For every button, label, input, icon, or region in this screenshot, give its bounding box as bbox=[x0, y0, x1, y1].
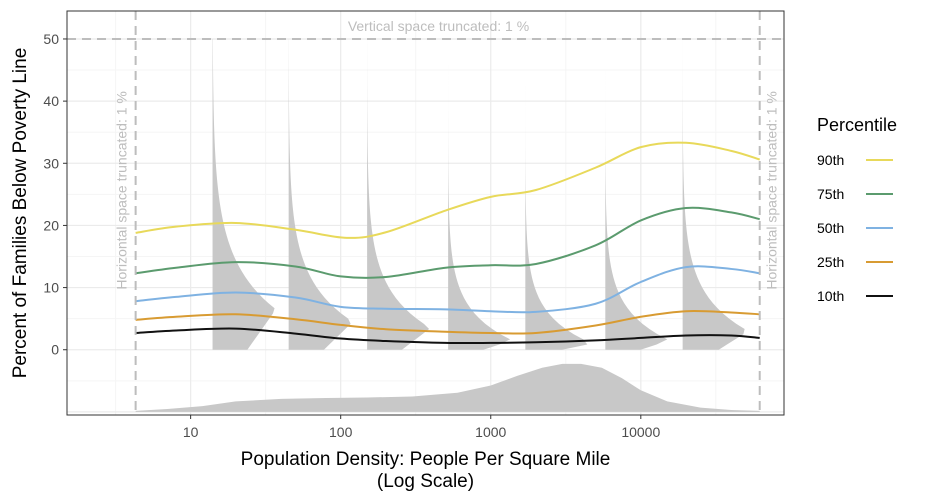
left-horizontal-truncation-note: Horizontal space truncated: 1 % bbox=[114, 91, 130, 289]
vertical-truncation-note: Vertical space truncated: 1 % bbox=[348, 18, 529, 34]
legend-label-90th: 90th bbox=[817, 152, 844, 168]
y-tick-label: 50 bbox=[43, 31, 59, 47]
series-line-25th bbox=[135, 310, 760, 335]
right-horizontal-truncation-note: Horizontal space truncated: 1 % bbox=[764, 91, 780, 289]
legend-label-10th: 10th bbox=[817, 288, 844, 304]
x-axis-title-line2: (Log Scale) bbox=[377, 471, 474, 492]
legend-label-75th: 75th bbox=[817, 186, 844, 202]
marginal-density bbox=[135, 363, 760, 412]
legend: 90th 75th 50th 25th 10th bbox=[817, 152, 893, 304]
x-tick-label: 1000 bbox=[475, 424, 506, 440]
x-tick-label: 100 bbox=[329, 424, 353, 440]
conditional-density-6 bbox=[605, 38, 668, 350]
x-tick-label: 10000 bbox=[621, 424, 660, 440]
conditional-density-2 bbox=[288, 38, 351, 350]
y-tick-label: 10 bbox=[43, 280, 59, 296]
y-tick-label: 30 bbox=[43, 155, 59, 171]
series-line-75th bbox=[135, 206, 760, 279]
series-line-90th bbox=[135, 141, 761, 239]
y-tick-label: 0 bbox=[51, 342, 59, 358]
tick-layer: 10 100 1000 10000 0 10 20 30 40 50 bbox=[43, 31, 660, 440]
legend-title: Percentile bbox=[817, 115, 897, 135]
x-axis-title: Population Density: People Per Square Mi… bbox=[241, 449, 611, 470]
y-axis-title: Percent of Families Below Poverty Line bbox=[10, 48, 31, 379]
x-tick-label: 10 bbox=[183, 424, 199, 440]
panel-border bbox=[66, 10, 785, 416]
series-line-50th bbox=[135, 265, 760, 314]
y-tick-label: 40 bbox=[43, 93, 59, 109]
conditional-density-7 bbox=[682, 38, 745, 350]
legend-label-25th: 25th bbox=[817, 254, 844, 270]
series-line-10th bbox=[135, 327, 760, 345]
conditional-density-4 bbox=[448, 38, 511, 350]
grid-layer bbox=[67, 11, 784, 415]
density-layer bbox=[135, 38, 760, 412]
conditional-density-3 bbox=[367, 38, 430, 350]
y-tick-label: 20 bbox=[43, 217, 59, 233]
conditional-density-5 bbox=[525, 38, 588, 350]
line-layer bbox=[135, 141, 761, 345]
legend-label-50th: 50th bbox=[817, 220, 844, 236]
conditional-density-1 bbox=[212, 38, 275, 350]
truncation-layer bbox=[67, 11, 784, 415]
